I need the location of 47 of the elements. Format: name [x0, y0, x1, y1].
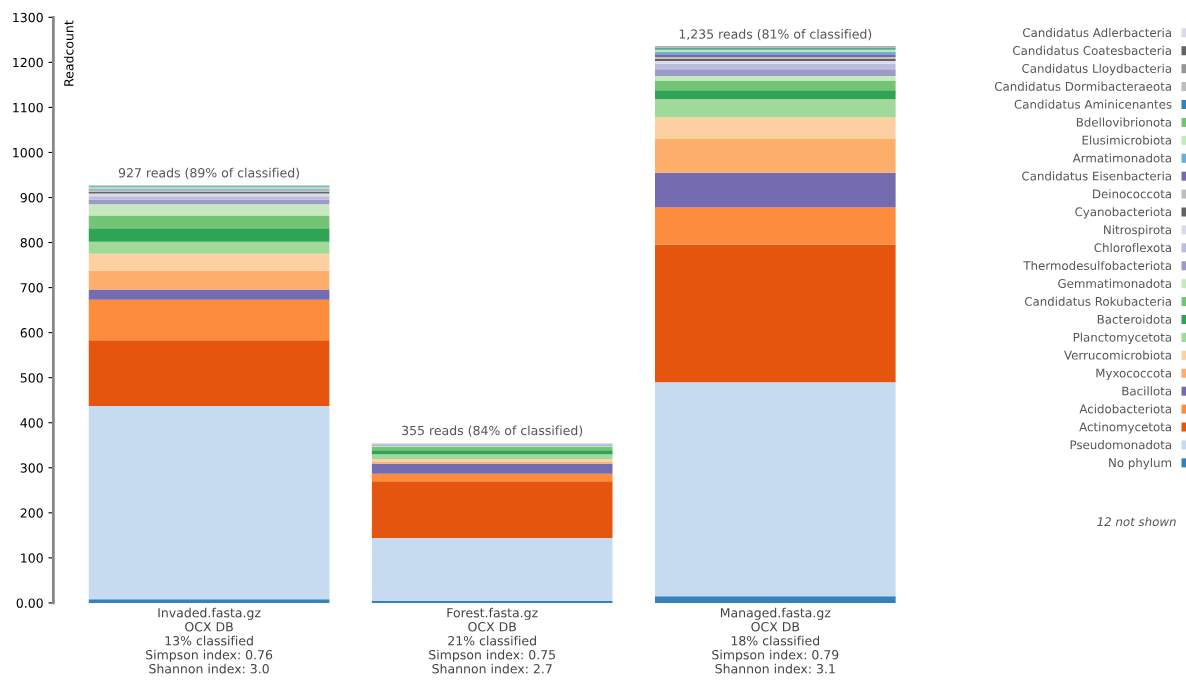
legend-label: Candidatus Rokubacteria: [1024, 296, 1171, 306]
y-tick-label: 800: [20, 238, 43, 248]
legend-label: Nitrospirota: [1104, 225, 1171, 237]
y-axis-title: Readcount: [63, 20, 74, 86]
y-tick-label: 200: [20, 508, 43, 518]
legend-label: Armatimonadota: [1072, 153, 1171, 163]
text: 12 not shown: [1097, 516, 1176, 527]
total-label: 927 reads (89% of classified): [118, 167, 299, 179]
legend-label: Bacteroidota: [1097, 314, 1171, 324]
y-tick-label: 500: [20, 373, 43, 383]
legend-label: Candidatus Lloydbacteria: [1022, 63, 1171, 76]
legend-label: Candidatus Coatesbacteria: [1013, 45, 1171, 56]
y-tick-label: 400: [20, 418, 43, 428]
legend-label: Elusimicrobiota: [1082, 135, 1171, 145]
y-tick-label: 900: [20, 192, 43, 203]
total-label: 355 reads (84% of classified): [402, 425, 583, 437]
legend-label: Gemmatimonadota: [1058, 278, 1171, 288]
legend-label: Bdellovibrionota: [1076, 117, 1171, 127]
legend-label: Candidatus Eisenbacteria: [1022, 171, 1171, 181]
legend-label: Candidatus Dormibacteraeota: [994, 81, 1171, 91]
y-tick-label: 600: [20, 328, 43, 338]
y-tick-label: 1000: [13, 147, 43, 158]
y-tick-label: 1100: [13, 102, 43, 113]
legend-label: Chloroflexota: [1094, 242, 1171, 253]
legend-label: No phylum: [1109, 458, 1172, 470]
legend-label: Candidatus Aminicenantes: [1014, 99, 1172, 109]
total-label: 1,235 reads (81% of classified): [679, 29, 872, 41]
y-tick-label: 100: [21, 553, 43, 563]
legend-label: Acidobacteriota: [1079, 404, 1171, 414]
legend-label: Candidatus Adlerbacteria: [1023, 27, 1171, 38]
legend-label: Deinococcota: [1093, 189, 1171, 199]
legend-label: Myxococcota: [1096, 368, 1171, 380]
y-tick-label: 300: [20, 463, 43, 473]
y-tick-label: 1300: [13, 12, 43, 23]
y-tick-label: 700: [20, 283, 43, 293]
legend-label: Thermodesulfobacteriota: [1023, 260, 1171, 271]
legend-label: Verrucomicrobiota: [1064, 350, 1171, 360]
x-tick-label: Managed.fasta.gz OCX DB 18% classified Simpson index: 0.79 Shannon index: 3.1: [712, 607, 839, 674]
legend-label: Bacillota: [1122, 386, 1171, 396]
y-tick-label: 0.00: [16, 598, 43, 608]
x-tick-label: Forest.fasta.gz OCX DB 21% classified Simpson index: 0.75 Shannon index: 2.7: [429, 607, 555, 674]
y-tick-label: 1200: [13, 57, 43, 68]
legend-label: Cyanobacteriota: [1075, 207, 1171, 219]
legend-label: Actinomycetota: [1079, 422, 1171, 434]
legend-label: Pseudomonadota: [1070, 440, 1171, 450]
legend-label: Planctomycetota: [1073, 332, 1171, 344]
x-tick-label: Invaded.fasta.gz OCX DB 13% classified Simpson index: 0.76 Shannon index: 3.0: [146, 607, 273, 674]
